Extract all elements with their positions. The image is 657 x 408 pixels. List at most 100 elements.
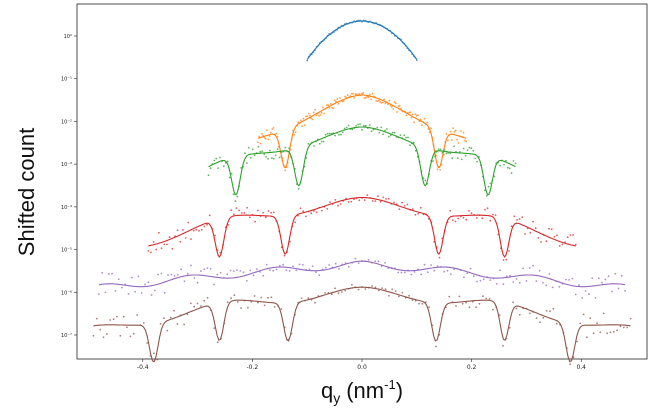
series-5 [98,257,626,299]
data-point [466,272,469,275]
data-point [505,159,507,162]
data-point [622,326,625,329]
data-point [328,106,331,109]
data-point [371,285,373,287]
data-point [465,218,468,221]
data-point [343,127,346,130]
data-point [609,331,612,334]
data-point [552,307,555,310]
data-point [107,273,110,275]
data-point [127,293,130,295]
data-point [270,296,273,299]
data-point [246,162,248,165]
data-point [182,229,184,231]
data-point [121,286,123,289]
data-point [284,146,287,149]
data-point [313,145,315,147]
data-point [498,314,501,316]
data-point [604,278,607,281]
data-point [334,134,336,137]
data-point [308,268,311,271]
x-axis-ticks: -0.4 -0.2 0.0 0.2 0.4 [137,359,586,371]
data-point [171,248,174,250]
data-point [443,153,445,156]
data-point [441,151,444,154]
data-point [528,267,531,269]
data-point [102,336,105,339]
data-point [147,250,150,252]
data-point [456,138,458,141]
data-point [156,358,159,361]
data-point [200,305,202,307]
data-point [98,293,100,295]
data-point [445,133,448,135]
data-point [436,265,439,268]
data-point [485,297,488,300]
data-point [397,271,400,274]
data-point [299,207,302,210]
data-point [463,139,466,142]
data-point [189,302,192,305]
data-point [294,221,297,224]
data-point [295,269,298,272]
data-point [516,219,518,221]
data-point [403,134,406,137]
data-point [353,198,355,201]
data-point [247,146,250,149]
data-point [239,270,242,272]
data-point [301,263,304,266]
data-point [619,325,622,328]
data-point [586,336,588,339]
data-point [153,289,156,292]
data-point [240,167,243,169]
data-point [206,267,209,269]
data-point [150,251,152,254]
data-point [396,111,398,113]
data-point [421,124,423,127]
data-point [176,274,179,276]
data-point [267,138,270,141]
data-point [512,281,515,283]
data-point [268,135,271,137]
data-point [130,276,133,279]
data-point [322,106,324,109]
data-point [150,294,153,296]
data-point [376,126,379,129]
data-point [248,216,251,219]
data-point [254,220,256,223]
data-point [119,334,122,337]
data-point [329,201,331,204]
data-point [152,241,155,243]
data-point [423,117,426,120]
data-point [230,172,233,175]
data-point [342,100,345,102]
y-tick-label: 10⁻⁶ [61,290,72,296]
data-point [374,286,377,289]
data-point [486,207,489,210]
data-point [458,151,461,153]
data-point [579,322,582,325]
data-point [386,128,388,130]
data-point [267,210,270,212]
data-point [193,305,196,308]
data-point [251,148,254,151]
data-point [196,281,199,284]
data-point [377,260,380,263]
data-point [466,149,469,152]
data-point [378,131,381,134]
data-point [263,136,266,139]
data-point [196,302,199,305]
data-point [359,123,361,125]
data-point [242,271,245,274]
data-point [167,274,169,276]
fit-line [257,94,467,169]
data-point [350,200,353,203]
x-tick-label: -0.2 [247,364,259,371]
data-point [381,287,383,289]
data-point [180,268,183,271]
data-point [265,263,268,266]
data-point [319,114,322,116]
data-point [476,217,478,219]
data-point [252,274,255,277]
data-point [521,216,524,219]
